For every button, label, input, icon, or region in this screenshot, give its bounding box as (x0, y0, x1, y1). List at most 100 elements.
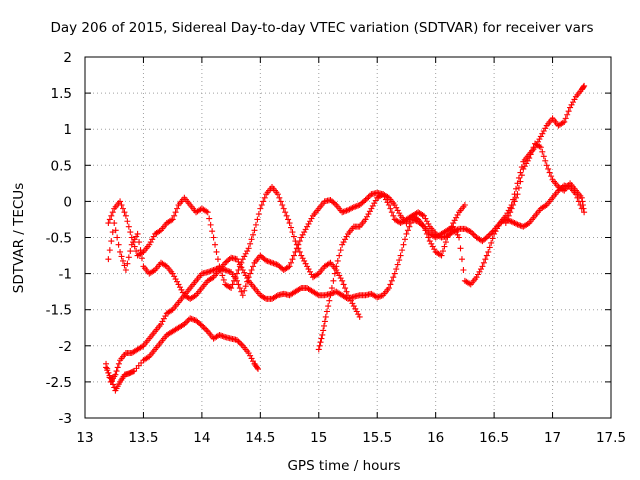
data-point (561, 118, 568, 125)
data-point (502, 220, 509, 227)
data-point (317, 339, 324, 346)
data-point (136, 239, 143, 246)
data-point (510, 202, 517, 209)
data-point (489, 235, 496, 242)
y-tick-label: -2.5 (46, 375, 72, 391)
x-axis-label: GPS time / hours (287, 458, 400, 474)
data-point (288, 259, 295, 266)
data-point (318, 335, 325, 342)
data-point (526, 155, 533, 162)
y-axis-ticks: -3 -2.5 -2 -1.5 -1 -0.5 0 0.5 1 1.5 2 (46, 50, 611, 427)
data-points (103, 82, 588, 394)
data-point (333, 263, 340, 270)
data-point (247, 240, 254, 247)
data-point (505, 212, 512, 219)
data-point (217, 267, 224, 274)
data-point (255, 211, 262, 218)
data-point (169, 216, 176, 223)
data-point (236, 285, 243, 292)
data-point (241, 287, 248, 294)
data-point (119, 257, 126, 264)
x-tick-label: 16 (427, 430, 444, 446)
data-point (330, 277, 337, 284)
data-point (482, 256, 489, 263)
data-point (258, 202, 265, 209)
data-point (485, 248, 492, 255)
data-point (238, 288, 245, 295)
series-2 (105, 202, 468, 302)
data-point (133, 248, 140, 255)
data-point (134, 230, 141, 237)
data-point (286, 220, 293, 227)
data-point (546, 169, 553, 176)
data-point (105, 369, 112, 376)
data-point (250, 263, 257, 270)
data-point (342, 285, 349, 292)
data-point (320, 327, 327, 334)
data-point (113, 368, 120, 375)
data-point (229, 281, 236, 288)
x-tick-label: 14 (193, 430, 210, 446)
data-point (105, 256, 112, 263)
data-point (508, 205, 515, 212)
data-point (106, 216, 113, 223)
y-tick-label: 1 (63, 122, 72, 138)
data-point (214, 256, 221, 263)
data-point (396, 257, 403, 264)
data-point (274, 191, 281, 198)
data-point (404, 227, 411, 234)
data-point (260, 198, 267, 205)
data-point (130, 239, 137, 246)
data-point (456, 234, 463, 241)
data-point (337, 247, 344, 254)
data-point (293, 241, 300, 248)
data-point (106, 247, 113, 254)
data-point (511, 198, 518, 205)
data-point (390, 274, 397, 281)
y-tick-label: -0.5 (46, 231, 72, 247)
data-point (127, 248, 134, 255)
data-point (236, 263, 243, 270)
data-point (397, 252, 404, 259)
data-point (121, 209, 128, 216)
data-point (254, 365, 261, 372)
data-point (286, 263, 293, 270)
data-point (581, 209, 588, 216)
data-point (290, 233, 297, 240)
data-point (247, 270, 254, 277)
data-point (562, 115, 569, 122)
data-point (578, 194, 585, 201)
data-point (438, 252, 445, 259)
data-point (117, 248, 124, 255)
data-point (407, 220, 414, 227)
data-point (388, 209, 395, 216)
data-point (125, 254, 132, 261)
data-point (479, 263, 486, 270)
data-point (127, 229, 134, 236)
y-tick-label: -2 (59, 339, 72, 355)
data-point (124, 260, 131, 267)
data-point (579, 202, 586, 209)
chart-title: Day 206 of 2015, Sidereal Day-to-day VTE… (50, 20, 593, 36)
data-point (216, 263, 223, 270)
y-tick-label: -3 (59, 411, 72, 427)
data-point (118, 253, 125, 260)
data-point (279, 202, 286, 209)
data-point (321, 318, 328, 325)
data-point (109, 209, 116, 216)
data-point (322, 313, 329, 320)
data-point (292, 238, 299, 245)
data-point (206, 215, 213, 222)
data-point (238, 259, 245, 266)
data-point (125, 223, 132, 230)
data-point (115, 241, 122, 248)
data-point (254, 364, 261, 371)
data-point (115, 360, 122, 367)
x-tick-label: 17 (544, 430, 561, 446)
data-point (122, 212, 129, 219)
data-point (425, 234, 432, 241)
data-point (296, 248, 303, 255)
data-point (242, 283, 249, 290)
data-point (290, 252, 297, 259)
y-tick-label: 1.5 (51, 86, 72, 102)
